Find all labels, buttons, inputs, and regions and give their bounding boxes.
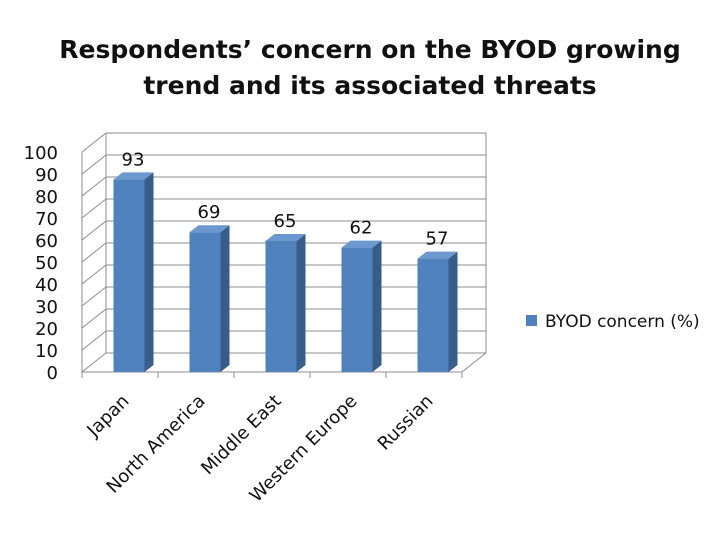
data-labels: 93 69 65 62 57 — [122, 149, 449, 249]
legend-label: BYOD concern (%) — [545, 312, 700, 332]
bar-side — [296, 234, 306, 372]
side-gridline — [81, 264, 107, 285]
bar — [113, 172, 154, 372]
bar — [417, 251, 458, 372]
y-tick-label: 60 — [35, 231, 58, 252]
y-tick-label: 20 — [35, 319, 58, 340]
side-gridline — [81, 286, 107, 307]
bar-front — [113, 179, 145, 372]
bar-front — [417, 258, 449, 372]
data-label: 93 — [122, 149, 145, 170]
side-gridline — [81, 330, 107, 351]
y-tick-label: 0 — [47, 363, 58, 384]
y-tick-label: 10 — [35, 341, 58, 362]
side-gridline — [81, 176, 107, 197]
floor-right-edge — [461, 352, 487, 373]
side-gridline — [81, 242, 107, 263]
side-gridline — [81, 352, 107, 373]
side-gridline — [81, 154, 107, 175]
bar — [341, 240, 382, 372]
y-tick-label: 100 — [24, 143, 58, 164]
y-tick-label: 30 — [35, 297, 58, 318]
chart-title-line-2: trend and its associated threats — [143, 71, 596, 100]
side-gridline — [81, 220, 107, 241]
bar-front — [265, 241, 297, 372]
side-gridline — [81, 198, 107, 219]
side-gridline — [81, 308, 107, 329]
bar-front — [341, 247, 373, 372]
legend: BYOD concern (%) — [526, 312, 700, 332]
legend-swatch — [526, 315, 537, 326]
bar-side — [144, 172, 154, 372]
bar-group — [113, 172, 458, 372]
category-label: Japan — [82, 391, 133, 442]
category-label: Russian — [374, 391, 438, 455]
bar — [189, 225, 230, 372]
bar-top — [189, 225, 230, 233]
y-tick-label: 40 — [35, 275, 58, 296]
bar-side — [448, 251, 458, 372]
bar-top — [265, 234, 306, 241]
bar-side — [372, 240, 382, 372]
y-tick-label: 80 — [35, 187, 58, 208]
bar-top — [341, 240, 382, 248]
data-label: 57 — [426, 229, 449, 250]
chart-title-line-1: Respondents’ concern on the BYOD growing — [59, 35, 680, 64]
y-tick-label: 90 — [35, 165, 58, 186]
data-label: 62 — [350, 218, 373, 239]
data-label: 69 — [198, 202, 221, 223]
data-label: 65 — [274, 211, 297, 232]
side-gridline — [81, 132, 107, 153]
bar-top — [113, 172, 154, 180]
bar-top — [417, 251, 458, 259]
bar-side — [220, 225, 230, 372]
bar — [265, 234, 306, 372]
y-tick-label: 50 — [35, 253, 58, 274]
bar-front — [189, 232, 221, 372]
y-tick-label: 70 — [35, 209, 58, 230]
